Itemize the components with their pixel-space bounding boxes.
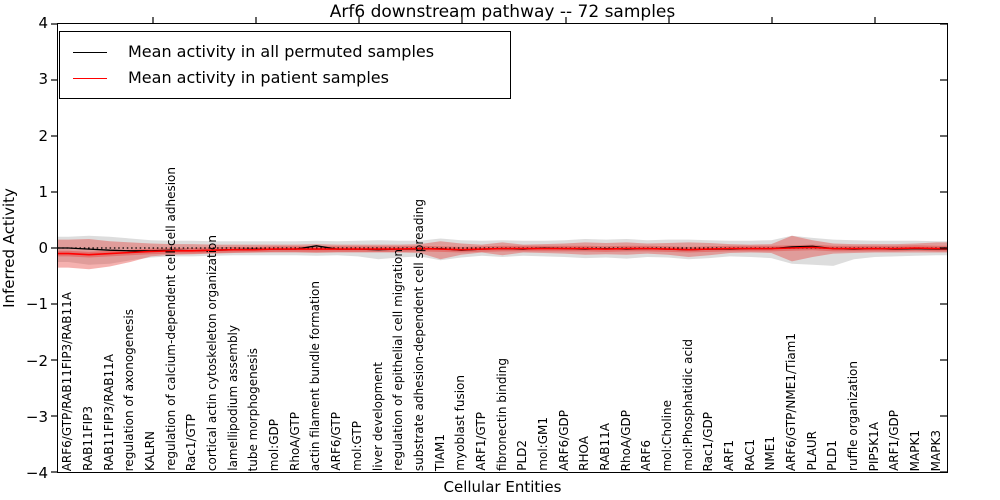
x-category-label: RhoA/GDP (618, 409, 633, 471)
x-category-label: ARF6/GTP/NME1/Tiam1 (783, 332, 798, 471)
legend-line-sample-red (73, 77, 107, 79)
x-category-label: liver development (370, 361, 385, 471)
x-category-label: regulation of calcium-dependent cell-cel… (163, 167, 178, 471)
x-category-label: tube morphogenesis (246, 347, 261, 471)
x-category-label: Rac1/GDP (701, 411, 716, 471)
x-category-label: MAPK1 (908, 429, 922, 471)
x-category-label: regulation of axonogenesis (122, 308, 137, 471)
x-category-label: RAB11FIP3 (81, 406, 95, 471)
x-category-label: ARF1/GDP (887, 410, 902, 471)
x-category-label: ARF6/GDP (556, 410, 571, 471)
x-category-label: RHOA (577, 436, 592, 471)
chart-canvas (51, 17, 947, 473)
x-category-label: ruffle organization (846, 361, 860, 471)
patient-mean-line (58, 246, 947, 256)
legend-item-permuted: Mean activity in all permuted samples (73, 39, 496, 65)
y-tick-label: 1 (38, 183, 48, 201)
x-category-label: ARF6/GTP (329, 412, 344, 471)
x-category-label: ARF6/GTP/RAB11FIP3/RAB11A (60, 291, 75, 471)
x-category-label: substrate adhesion-dependent cell spread… (411, 198, 426, 471)
chart-title: Arf6 downstream pathway -- 72 samples (329, 2, 676, 22)
x-category-label: KALRN (143, 431, 157, 471)
x-category-label: cortical actin cytoskeleton organization (205, 234, 220, 471)
x-category-label: NME1 (763, 436, 778, 471)
y-tick-label: −3 (25, 408, 48, 426)
legend: Mean activity in all permuted samples Me… (59, 31, 511, 99)
x-category-label: regulation of epithelial cell migration (391, 249, 406, 471)
x-category-label: ARF6 (639, 439, 654, 471)
legend-label: Mean activity in patient samples (128, 68, 389, 87)
x-category-label: mol:GTP (349, 421, 364, 471)
y-tick-label: 3 (38, 70, 48, 88)
y-tick-label: 4 (38, 14, 48, 32)
x-category-label: ARF1/GTP (473, 412, 488, 471)
x-category-label: myoblast fusion (453, 375, 468, 471)
permuted-samples-range-band (58, 235, 947, 266)
x-category-label: TIAM1 (432, 433, 447, 471)
x-category-label: actin filament bundle formation (308, 280, 323, 471)
x-category-label: mol:GM1 (535, 417, 550, 471)
x-category-label: PLD2 (515, 440, 530, 471)
y-tick-label: −4 (25, 464, 48, 482)
x-category-label: lamellipodium assembly (225, 325, 240, 471)
legend-line-sample-black (73, 51, 107, 53)
x-category-label: MAPK3 (928, 429, 943, 471)
y-tick-label: 2 (38, 127, 48, 145)
x-category-label: mol:GDP (267, 418, 282, 471)
patient-samples-range-band (58, 235, 947, 270)
legend-label: Mean activity in all permuted samples (128, 42, 435, 61)
x-category-label: PLAUR (804, 431, 819, 471)
x-axis-label: Cellular Entities (443, 478, 562, 496)
x-category-label: PIP5K1A (866, 421, 881, 471)
x-category-label: fibronectin binding (494, 358, 509, 471)
x-category-label: RAC1 (742, 439, 757, 471)
y-tick-label: −1 (25, 295, 48, 313)
x-category-label: RAB11A (597, 423, 612, 471)
x-category-label: mol:Phosphatidic acid (680, 339, 695, 471)
x-category-label: RAB11FIP3/RAB11A (101, 354, 116, 471)
y-tick-label: 0 (38, 239, 48, 257)
x-category-label: ARF1 (721, 439, 736, 471)
y-tick-label: −2 (25, 352, 48, 370)
x-category-label: PLD1 (825, 440, 840, 471)
x-category-label: mol:Choline (659, 399, 674, 471)
legend-item-patient: Mean activity in patient samples (73, 65, 496, 91)
x-category-label: RhoA/GTP (287, 412, 302, 471)
plot-area: ARF6/GTP/RAB11FIP3/RAB11A RAB11FIP3 RAB11F… (51, 17, 948, 473)
x-category-label: Rac1/GTP (184, 413, 199, 471)
